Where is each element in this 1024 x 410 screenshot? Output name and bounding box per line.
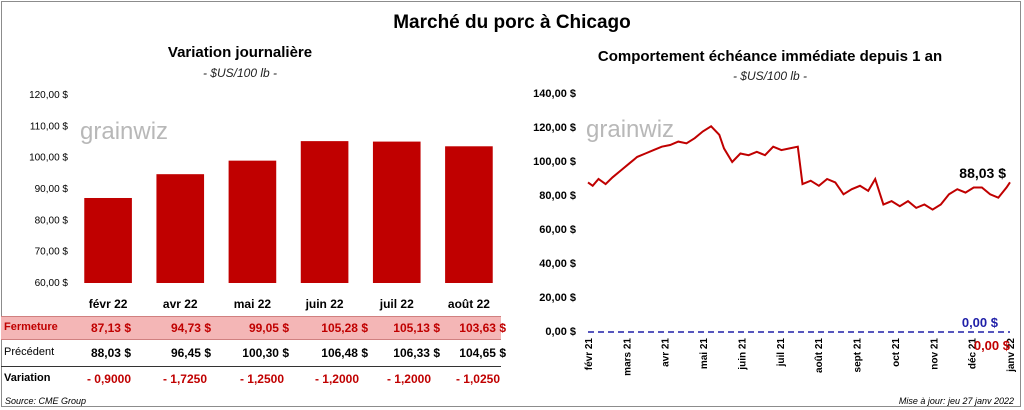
cell: 99,05 $ <box>248 321 289 335</box>
cell: 106,33 $ <box>393 346 440 360</box>
cell: 88,03 $ <box>90 346 131 360</box>
left-chart-title: Variation journalière <box>167 44 313 61</box>
left-watermark: grainwiz <box>80 118 168 145</box>
y-tick-label: 0,00 $ <box>545 326 576 338</box>
row-label: Fermeture <box>4 321 58 333</box>
cell: 103,63 $ <box>459 321 506 335</box>
y-tick-label: 140,00 $ <box>533 88 576 100</box>
watermark-text: grainwiz <box>586 116 674 143</box>
main-title: Marché du porc à Chicago <box>393 12 631 33</box>
cell: 104,65 $ <box>459 346 506 360</box>
bar <box>372 141 421 283</box>
x-tick-label: déc 21 <box>968 338 979 370</box>
row-label: Précédent <box>4 346 55 358</box>
y-tick-label: 100,00 $ <box>533 156 576 168</box>
x-tick-label: mai 22 <box>234 297 272 311</box>
cell: - 1,0250 <box>455 372 500 386</box>
x-tick-label: août 22 <box>448 297 490 311</box>
cell: 105,28 $ <box>321 321 368 335</box>
x-tick-label: févr 22 <box>89 297 128 311</box>
x-tick-label: juil 21 <box>776 338 787 368</box>
y-tick-label: 80,00 $ <box>539 190 576 202</box>
x-tick-label: mars 21 <box>622 338 633 376</box>
x-tick-label: avr 21 <box>661 338 672 367</box>
y-tick-label: 110,00 $ <box>30 121 69 132</box>
bar <box>84 197 132 283</box>
y-tick-label: 20,00 $ <box>539 292 576 304</box>
right-y-axis: 140,00 $ 120,00 $ 100,00 $ 80,00 $ 60,00 $ 40… <box>533 88 576 338</box>
y-tick-label: 60,00 $ <box>35 278 69 289</box>
y-tick-label: 40,00 $ <box>539 258 576 270</box>
zero-label-blue: 0,00 $ <box>962 315 999 330</box>
left-bars <box>84 141 493 283</box>
x-tick-label: avr 22 <box>163 297 198 311</box>
left-bar-chart: grainwiz 120,00 $ 110,00 $ 100,00 $ 90,00 $… <box>29 90 493 311</box>
x-tick-label: juin 21 <box>737 338 748 371</box>
left-x-axis: févr 22 avr 22 mai 22 juin 22 juil 22 août 22 <box>89 297 491 311</box>
cell: - 1,2000 <box>386 372 431 386</box>
cell: - 1,7250 <box>162 372 207 386</box>
table-divider <box>1 366 501 367</box>
y-tick-label: 80,00 $ <box>35 215 69 226</box>
row-label: Variation <box>4 372 51 384</box>
cell: - 0,9000 <box>86 372 131 386</box>
y-tick-label: 60,00 $ <box>539 224 576 236</box>
y-tick-label: 120,00 $ <box>29 90 68 101</box>
cell: 106,48 $ <box>321 346 368 360</box>
x-tick-label: août 21 <box>814 338 825 373</box>
table-row-variation: Variation - 0,9000 - 1,7250 - 1,2500 - 1… <box>1 368 501 390</box>
watermark-text: grainwiz <box>80 118 168 145</box>
cell: 96,45 $ <box>170 346 211 360</box>
table-row-fermeture: Fermeture 87,13 $ 94,73 $ 99,05 $ 105,28… <box>1 316 506 340</box>
price-line <box>587 125 1011 211</box>
source-note: Source: CME Group <box>5 396 87 406</box>
right-watermark: grainwiz <box>586 116 674 143</box>
table-row-precedent: Précédent 88,03 $ 96,45 $ 100,30 $ 106,4… <box>1 342 506 364</box>
cell: - 1,2000 <box>314 372 359 386</box>
right-x-axis: févr 21 mars 21 avr 21 mai 21 juin 21 juil 21… <box>584 338 1017 376</box>
right-chart-unit: - $US/100 lb - <box>732 69 808 83</box>
x-tick-label: juil 22 <box>379 297 414 311</box>
cell: 87,13 $ <box>90 321 131 335</box>
right-line-chart: grainwiz 140,00 $ 120,00 $ 100,00 $ 80,00 $… <box>533 88 1017 376</box>
x-tick-label: nov 21 <box>929 338 940 370</box>
update-note: Mise à jour: jeu 27 janv 2022 <box>898 396 1014 406</box>
bar <box>156 174 205 283</box>
cell: 100,30 $ <box>242 346 289 360</box>
cell: 94,73 $ <box>170 321 211 335</box>
right-annotations: 88,03 $ 0,00 $ 0,00 $ <box>959 165 1010 353</box>
y-tick-label: 100,00 $ <box>29 153 68 164</box>
left-y-axis: 120,00 $ 110,00 $ 100,00 $ 90,00 $ 80,00 $ 70… <box>29 90 68 289</box>
x-tick-label: oct 21 <box>891 338 902 367</box>
x-tick-label: févr 21 <box>584 338 595 371</box>
x-tick-label: sept 21 <box>853 338 864 373</box>
x-tick-label: mai 21 <box>699 338 710 370</box>
last-value-label: 88,03 $ <box>959 165 1006 181</box>
y-tick-label: 90,00 $ <box>35 184 69 195</box>
x-tick-label: janv 22 <box>1006 338 1017 373</box>
left-chart-unit: - $US/100 lb - <box>202 66 278 80</box>
bar <box>300 141 349 283</box>
bar <box>445 146 493 283</box>
cell: 105,13 $ <box>393 321 440 335</box>
x-tick-label: juin 22 <box>305 297 344 311</box>
cell: - 1,2500 <box>239 372 284 386</box>
zero-label-red: 0,00 $ <box>974 338 1011 353</box>
right-chart-title: Comportement échéance immédiate depuis 1… <box>597 48 943 65</box>
right-series <box>587 125 1011 333</box>
y-tick-label: 120,00 $ <box>533 122 576 134</box>
y-tick-label: 70,00 $ <box>35 247 69 258</box>
bar <box>228 160 277 283</box>
